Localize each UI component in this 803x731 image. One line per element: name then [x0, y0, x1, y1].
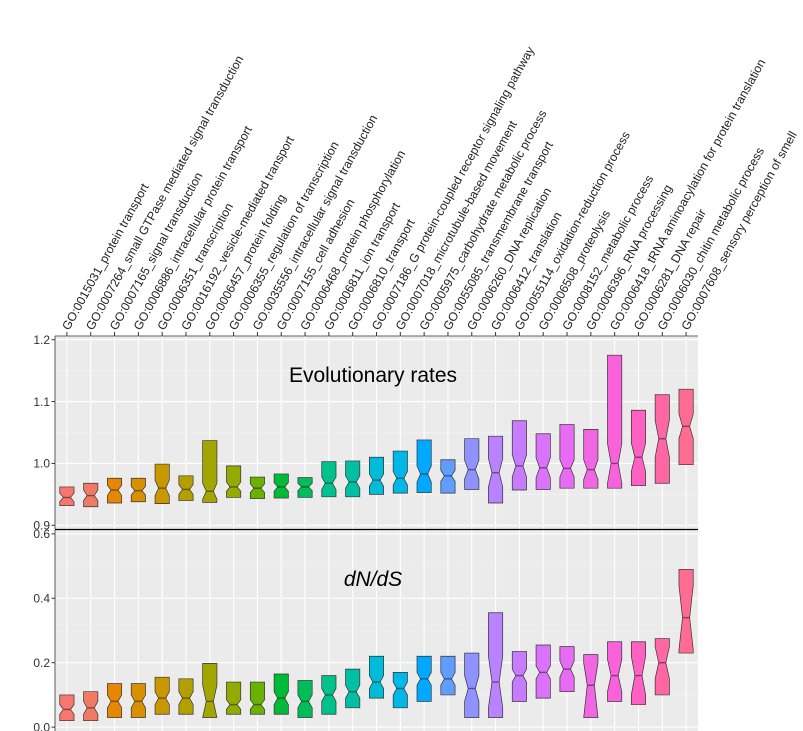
y-axis: 0.9 1.0 1.1 1.2 [33, 333, 56, 533]
box-4 [130, 683, 146, 718]
box-5 [154, 676, 170, 715]
box-21 [535, 644, 551, 699]
box-24 [607, 354, 623, 489]
box-11 [297, 680, 313, 718]
box-7 [202, 663, 218, 718]
box-14 [369, 655, 384, 699]
category-label: GO:0006030_chitin metabolic process [655, 145, 767, 333]
panel-boxes [59, 568, 694, 722]
box-23 [583, 429, 599, 489]
box-19 [488, 435, 504, 504]
panel-dnds: dN/dS 0.0 0.2 0.4 0.6 [33, 527, 698, 731]
box-26 [654, 638, 670, 696]
panel-boxes [59, 354, 694, 508]
box-15 [392, 672, 408, 709]
y-tick-label: 0.4 [33, 592, 50, 606]
box-12 [321, 461, 337, 498]
box-10 [273, 673, 289, 715]
box-6 [178, 475, 194, 501]
category-labels: GO:0015031_protein transportGO:0007264_s… [59, 43, 800, 336]
box-17 [440, 655, 456, 696]
y-tick-label: 0.6 [33, 527, 50, 541]
y-tick-label: 1.1 [33, 395, 50, 409]
box-15 [392, 450, 408, 494]
box-18 [464, 652, 480, 718]
box-18 [464, 438, 480, 490]
y-tick-label: 0.9 [33, 519, 50, 533]
y-tick-label: 1.0 [33, 457, 50, 471]
box-1 [59, 486, 75, 506]
box-24 [607, 641, 623, 702]
box-14 [369, 456, 384, 495]
box-25 [630, 641, 646, 705]
panel-evolutionary-rates: Evolutionary rates 0.9 1.0 1.1 1.2 [33, 333, 698, 533]
box-22 [559, 424, 575, 489]
box-21 [535, 433, 551, 490]
box-27 [678, 568, 694, 654]
box-1 [59, 694, 75, 722]
box-20 [511, 651, 527, 702]
y-axis: 0.0 0.2 0.4 0.6 [33, 527, 56, 731]
box-20 [511, 420, 527, 491]
panel-title: dN/dS [344, 568, 402, 591]
y-tick-label: 0.2 [33, 656, 50, 670]
box-3 [107, 683, 123, 718]
box-7 [202, 440, 218, 503]
box-13 [345, 668, 361, 709]
box-16 [416, 439, 432, 493]
box-8 [226, 465, 242, 498]
y-tick-label: 1.2 [33, 333, 50, 347]
box-23 [583, 654, 599, 718]
y-tick-label: 0.0 [33, 720, 50, 731]
box-13 [345, 460, 361, 498]
box-6 [178, 678, 194, 715]
box-5 [154, 463, 170, 504]
panel-title: Evolutionary rates [289, 364, 457, 387]
box-9 [249, 681, 265, 715]
box-10 [273, 473, 289, 499]
box-2 [83, 691, 99, 722]
box-25 [630, 409, 646, 487]
box-8 [226, 681, 242, 715]
box-19 [488, 612, 504, 718]
